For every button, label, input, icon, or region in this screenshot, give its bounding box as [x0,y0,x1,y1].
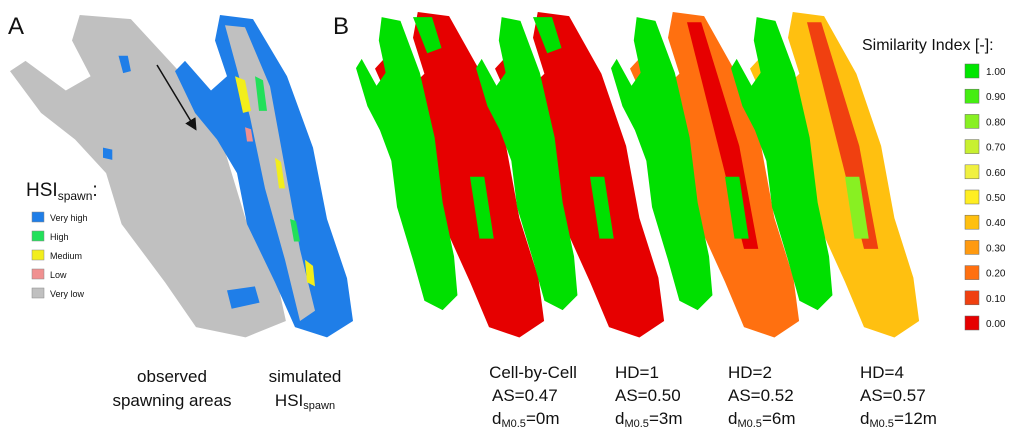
legend-label: 0.40 [986,218,1006,229]
legend-swatch [965,140,979,154]
hsi-sub: spawn [58,189,93,203]
map-d-sub: M0.5 [869,418,893,430]
map-d-sub: M0.5 [624,418,648,430]
map-d-sub: M0.5 [501,418,525,430]
map-d: dM0.5=0m [492,409,559,430]
map-d-main: d [615,409,624,428]
caption-main: HSI [275,391,303,410]
legend-title: Similarity Index [-]: [862,37,994,54]
hsi-label: HSIspawn: [26,180,98,203]
map-d: dM0.5=6m [728,409,795,430]
map-d-main: d [728,409,737,428]
legend-label: 0.20 [986,269,1006,280]
panel-label: A [8,13,24,40]
legend-swatch [965,89,979,103]
legend-swatch [965,64,979,78]
legend-swatch [965,291,979,305]
legend-label: 1.00 [986,67,1006,78]
legend-swatch [32,269,44,279]
legend-label: 0.00 [986,319,1006,330]
caption-sub: spawn [303,400,335,412]
map-d: dM0.5=3m [615,409,682,430]
legend-swatch [965,215,979,229]
map-d-suffix: =12m [894,409,937,428]
caption: simulated [269,367,342,386]
map-d: dM0.5=12m [860,409,937,430]
legend-label: Medium [50,251,82,261]
legend-swatch [32,288,44,298]
caption: HSIspawn [275,391,335,412]
map-title: HD=2 [728,363,772,382]
legend-label: 0.30 [986,243,1006,254]
map-title: HD=4 [860,363,904,382]
legend-label: Very low [50,289,85,299]
legend-label: 0.50 [986,193,1006,204]
legend-swatch [965,266,979,280]
hsi-main: HSI [26,180,58,201]
panel-label: B [333,13,349,40]
legend-swatch [965,165,979,179]
legend-label: 0.80 [986,117,1006,128]
legend-label: 0.90 [986,92,1006,103]
figure: A B HSIspawn: observed spawning areas si… [0,0,1019,431]
legend-label: 0.10 [986,294,1006,305]
legend-swatch [965,114,979,128]
caption: spawning areas [112,391,231,410]
legend-swatch [965,190,979,204]
hsi-suffix: : [92,180,97,201]
map-d-sub: M0.5 [737,418,761,430]
map-title: HD=1 [615,363,659,382]
map-as: AS=0.52 [728,386,794,405]
caption: observed [137,367,207,386]
map-as: AS=0.50 [615,386,681,405]
map-d-suffix: =3m [649,409,683,428]
map-as: AS=0.47 [492,386,558,405]
legend-swatch [32,231,44,241]
map-title: Cell-by-Cell [489,363,577,382]
legend-swatch [32,212,44,222]
legend-swatch [32,250,44,260]
legend-label: 0.70 [986,143,1006,154]
map-d-suffix: =0m [526,409,560,428]
map-d-main: d [860,409,869,428]
legend-label: Low [50,270,67,280]
legend-label: 0.60 [986,168,1006,179]
legend-swatch [965,316,979,330]
legend-swatch [965,240,979,254]
legend-label: Very high [50,213,88,223]
map-d-main: d [492,409,501,428]
map-d-suffix: =6m [762,409,796,428]
legend-label: High [50,232,69,242]
map-as: AS=0.57 [860,386,926,405]
